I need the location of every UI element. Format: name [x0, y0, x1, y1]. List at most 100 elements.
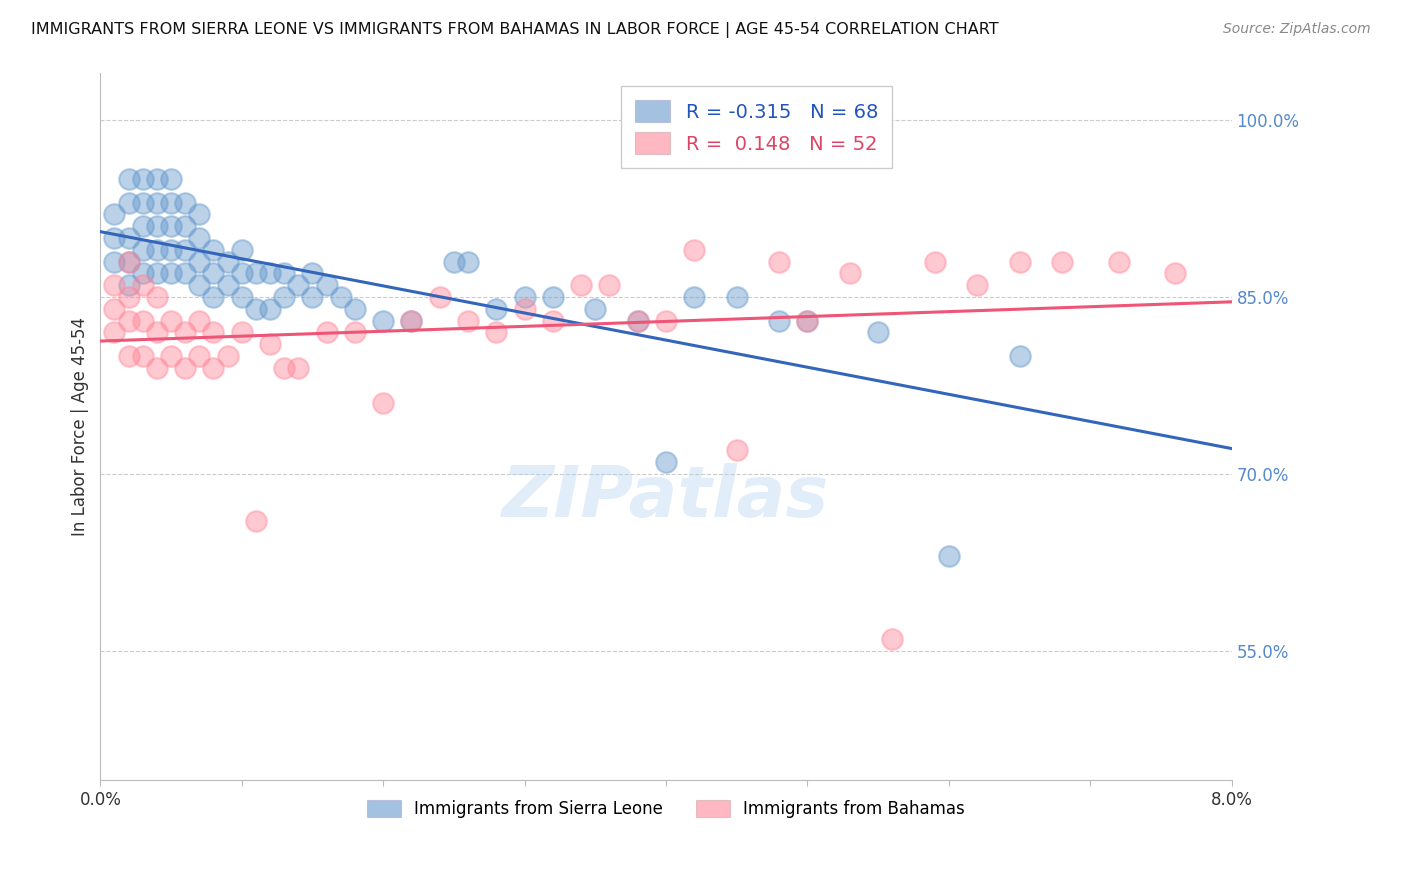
Point [315, 278, 337, 293]
Point [202, 243, 225, 257]
Point [174, 326, 197, 340]
Point [117, 195, 139, 210]
Point [513, 290, 536, 304]
Point [174, 243, 197, 257]
Point [569, 278, 592, 293]
Point [768, 313, 790, 327]
Point [174, 360, 197, 375]
Point [315, 326, 337, 340]
Point [1050, 254, 1073, 268]
Point [188, 231, 211, 245]
Point [103, 301, 125, 316]
Point [273, 266, 295, 280]
Point [146, 266, 169, 280]
Point [598, 278, 620, 293]
Point [132, 172, 155, 186]
Point [401, 313, 423, 327]
Point [146, 290, 169, 304]
Point [485, 301, 508, 316]
Point [132, 195, 155, 210]
Point [103, 207, 125, 221]
Point [217, 254, 239, 268]
Point [838, 266, 860, 280]
Point [245, 514, 267, 528]
Point [259, 266, 281, 280]
Point [1164, 266, 1187, 280]
Point [259, 301, 281, 316]
Point [132, 349, 155, 363]
Point [429, 290, 451, 304]
Point [188, 254, 211, 268]
Point [117, 231, 139, 245]
Point [245, 266, 267, 280]
Text: ZIPatlas: ZIPatlas [502, 463, 830, 532]
Point [768, 254, 790, 268]
Point [343, 301, 366, 316]
Point [202, 266, 225, 280]
Point [683, 290, 706, 304]
Point [796, 313, 818, 327]
Point [117, 254, 139, 268]
Point [174, 195, 197, 210]
Point [725, 290, 748, 304]
Point [655, 313, 678, 327]
Point [117, 172, 139, 186]
Point [160, 349, 183, 363]
Point [924, 254, 946, 268]
Point [146, 326, 169, 340]
Point [443, 254, 465, 268]
Point [231, 326, 253, 340]
Point [373, 396, 395, 410]
Point [245, 301, 267, 316]
Point [966, 278, 988, 293]
Point [457, 254, 479, 268]
Point [301, 266, 323, 280]
Point [160, 195, 183, 210]
Point [343, 326, 366, 340]
Point [541, 290, 564, 304]
Point [868, 326, 890, 340]
Point [1108, 254, 1130, 268]
Point [132, 313, 155, 327]
Point [231, 290, 253, 304]
Point [103, 231, 125, 245]
Point [882, 632, 904, 646]
Point [103, 326, 125, 340]
Point [146, 195, 169, 210]
Point [202, 290, 225, 304]
Point [103, 278, 125, 293]
Text: IMMIGRANTS FROM SIERRA LEONE VS IMMIGRANTS FROM BAHAMAS IN LABOR FORCE | AGE 45-: IMMIGRANTS FROM SIERRA LEONE VS IMMIGRAN… [31, 22, 998, 38]
Point [117, 278, 139, 293]
Point [683, 243, 706, 257]
Text: Source: ZipAtlas.com: Source: ZipAtlas.com [1223, 22, 1371, 37]
Point [117, 254, 139, 268]
Point [132, 243, 155, 257]
Point [273, 360, 295, 375]
Point [146, 360, 169, 375]
Point [627, 313, 650, 327]
Point [373, 313, 395, 327]
Point [188, 278, 211, 293]
Point [160, 172, 183, 186]
Point [188, 207, 211, 221]
Point [627, 313, 650, 327]
Point [217, 349, 239, 363]
Point [273, 290, 295, 304]
Point [1008, 254, 1031, 268]
Point [188, 313, 211, 327]
Point [174, 266, 197, 280]
Point [259, 337, 281, 351]
Point [117, 349, 139, 363]
Point [160, 266, 183, 280]
Point [541, 313, 564, 327]
Y-axis label: In Labor Force | Age 45-54: In Labor Force | Age 45-54 [72, 318, 89, 536]
Point [231, 243, 253, 257]
Point [202, 326, 225, 340]
Point [146, 219, 169, 234]
Point [174, 219, 197, 234]
Point [329, 290, 352, 304]
Point [301, 290, 323, 304]
Point [188, 349, 211, 363]
Point [231, 266, 253, 280]
Point [287, 278, 309, 293]
